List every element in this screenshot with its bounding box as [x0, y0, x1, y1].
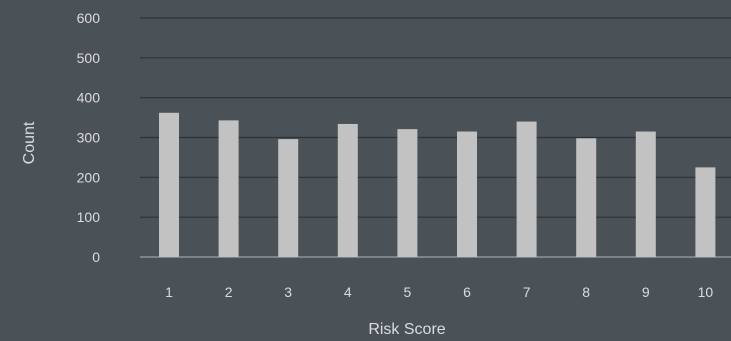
bar-risk-score-9: [635, 131, 656, 257]
bars: [159, 112, 716, 257]
y-tick-labels: 0 100 200 300 400 500 600: [77, 10, 101, 265]
x-tick-label: 1: [165, 284, 173, 300]
y-axis-label: Count: [21, 121, 38, 164]
x-tick-label: 7: [523, 284, 531, 300]
bar-risk-score-7: [516, 121, 537, 257]
y-tick-label: 100: [77, 209, 101, 225]
y-tick-label: 500: [77, 50, 101, 66]
x-tick-label: 2: [225, 284, 233, 300]
x-tick-label: 6: [463, 284, 471, 300]
x-tick-label: 5: [404, 284, 412, 300]
bar-risk-score-8: [576, 138, 597, 257]
bar-risk-score-6: [457, 131, 477, 257]
y-tick-label: 600: [77, 10, 101, 26]
x-tick-label: 9: [642, 284, 650, 300]
x-tick-label: 8: [582, 284, 590, 300]
x-axis-label: Risk Score: [368, 321, 445, 338]
bar-risk-score-4: [337, 123, 358, 257]
x-tick-labels: 1 2 3 4 5 6 7 8 9 10: [165, 284, 713, 300]
bar-risk-score-2: [218, 120, 239, 257]
y-tick-label: 400: [77, 90, 101, 106]
x-tick-label: 4: [344, 284, 352, 300]
y-tick-label: 300: [77, 130, 101, 146]
y-tick-label: 200: [77, 169, 101, 185]
bar-risk-score-1: [159, 112, 179, 257]
y-tick-label: 0: [92, 249, 100, 265]
bar-risk-score-10: [695, 167, 716, 257]
x-tick-label: 10: [698, 284, 714, 300]
bar-risk-score-3: [278, 139, 299, 257]
bar-risk-score-5: [397, 129, 418, 257]
x-tick-label: 3: [284, 284, 292, 300]
